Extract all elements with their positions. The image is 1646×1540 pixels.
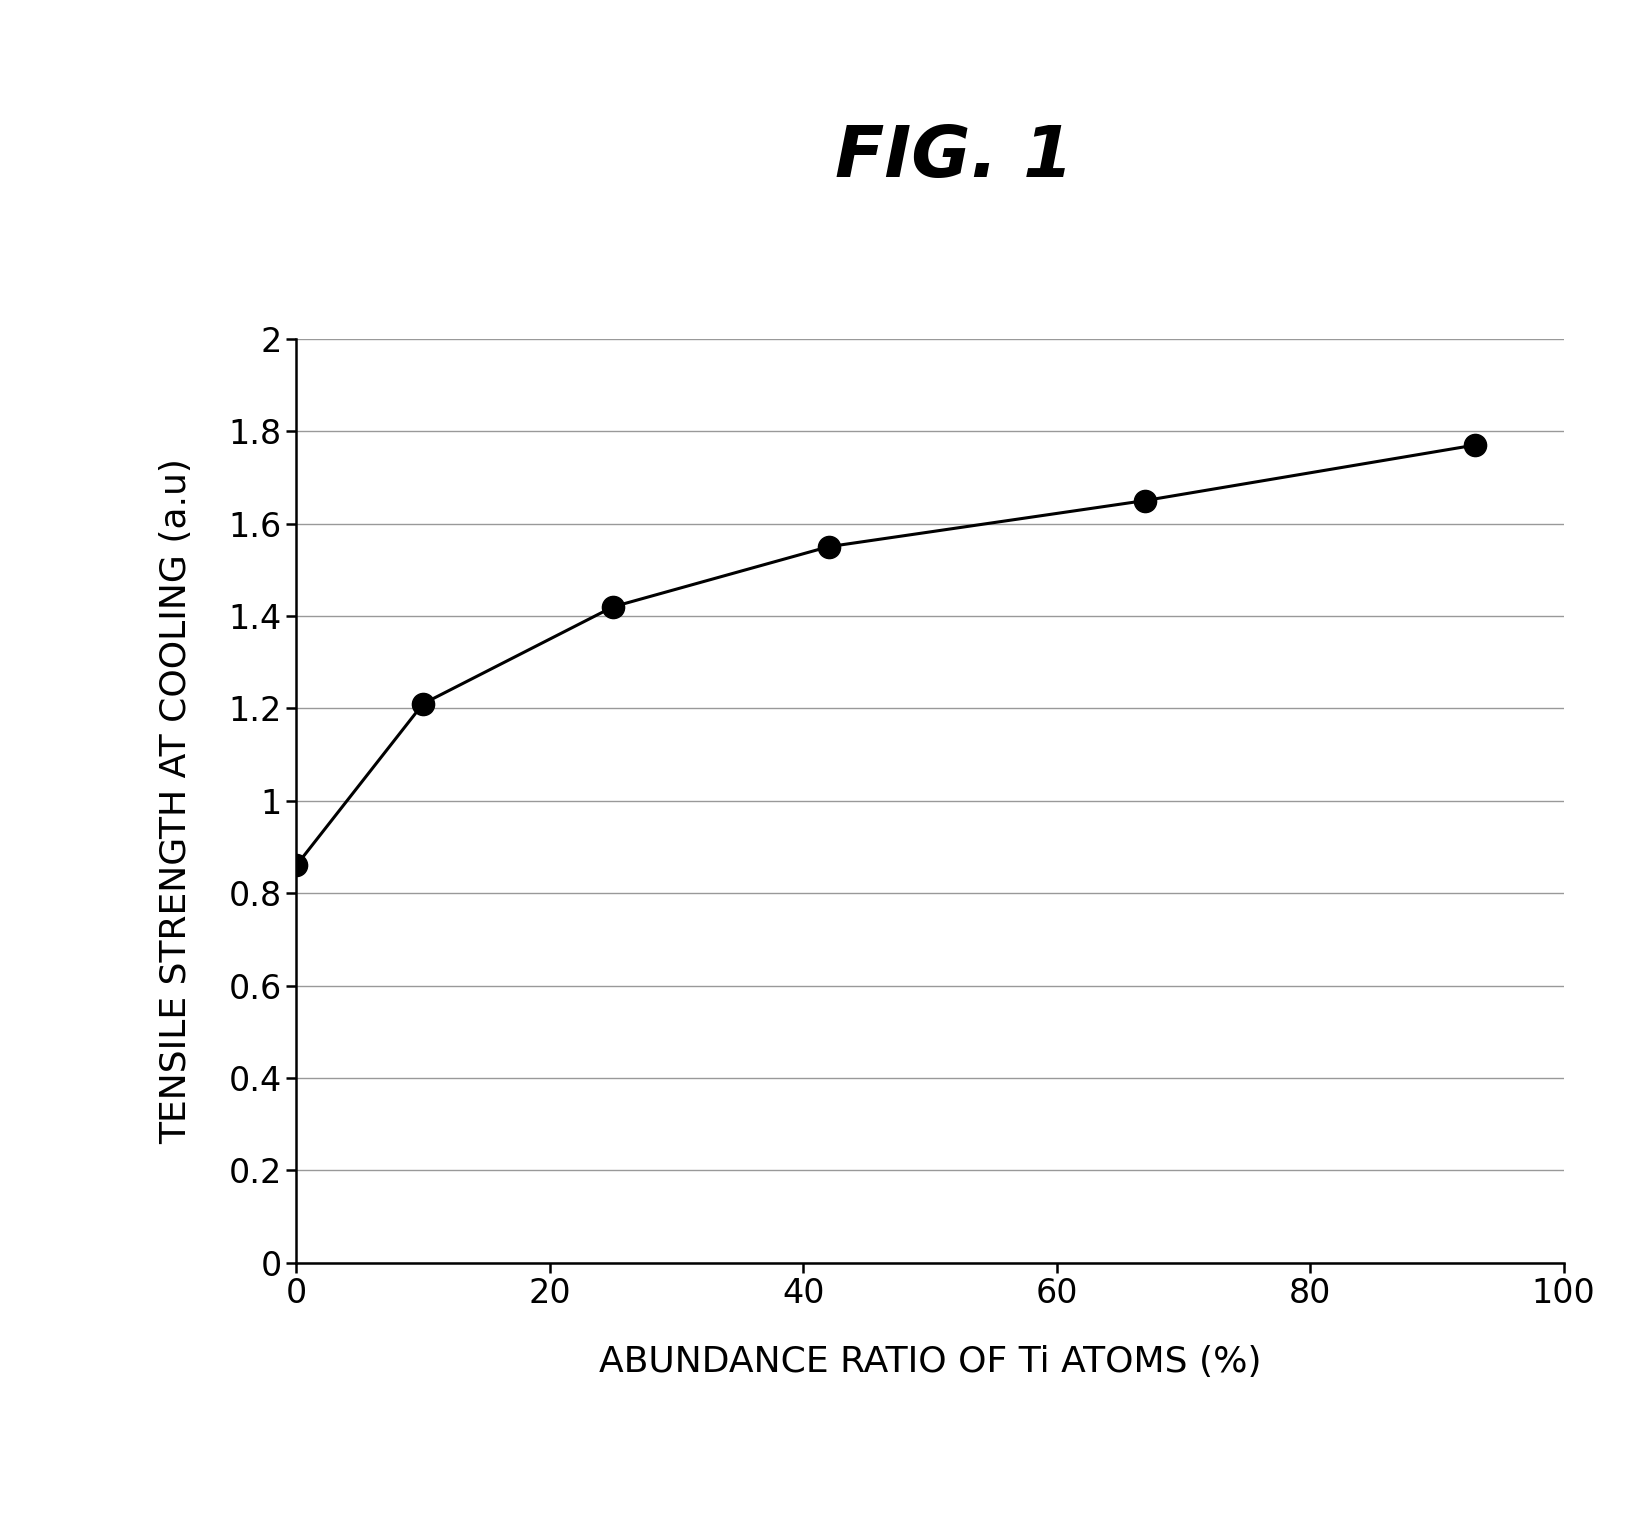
Text: FIG. 1: FIG. 1	[836, 123, 1073, 192]
X-axis label: ABUNDANCE RATIO OF Ti ATOMS (%): ABUNDANCE RATIO OF Ti ATOMS (%)	[599, 1344, 1261, 1380]
Y-axis label: TENSILE STRENGTH AT COOLING (a.u): TENSILE STRENGTH AT COOLING (a.u)	[160, 457, 194, 1144]
